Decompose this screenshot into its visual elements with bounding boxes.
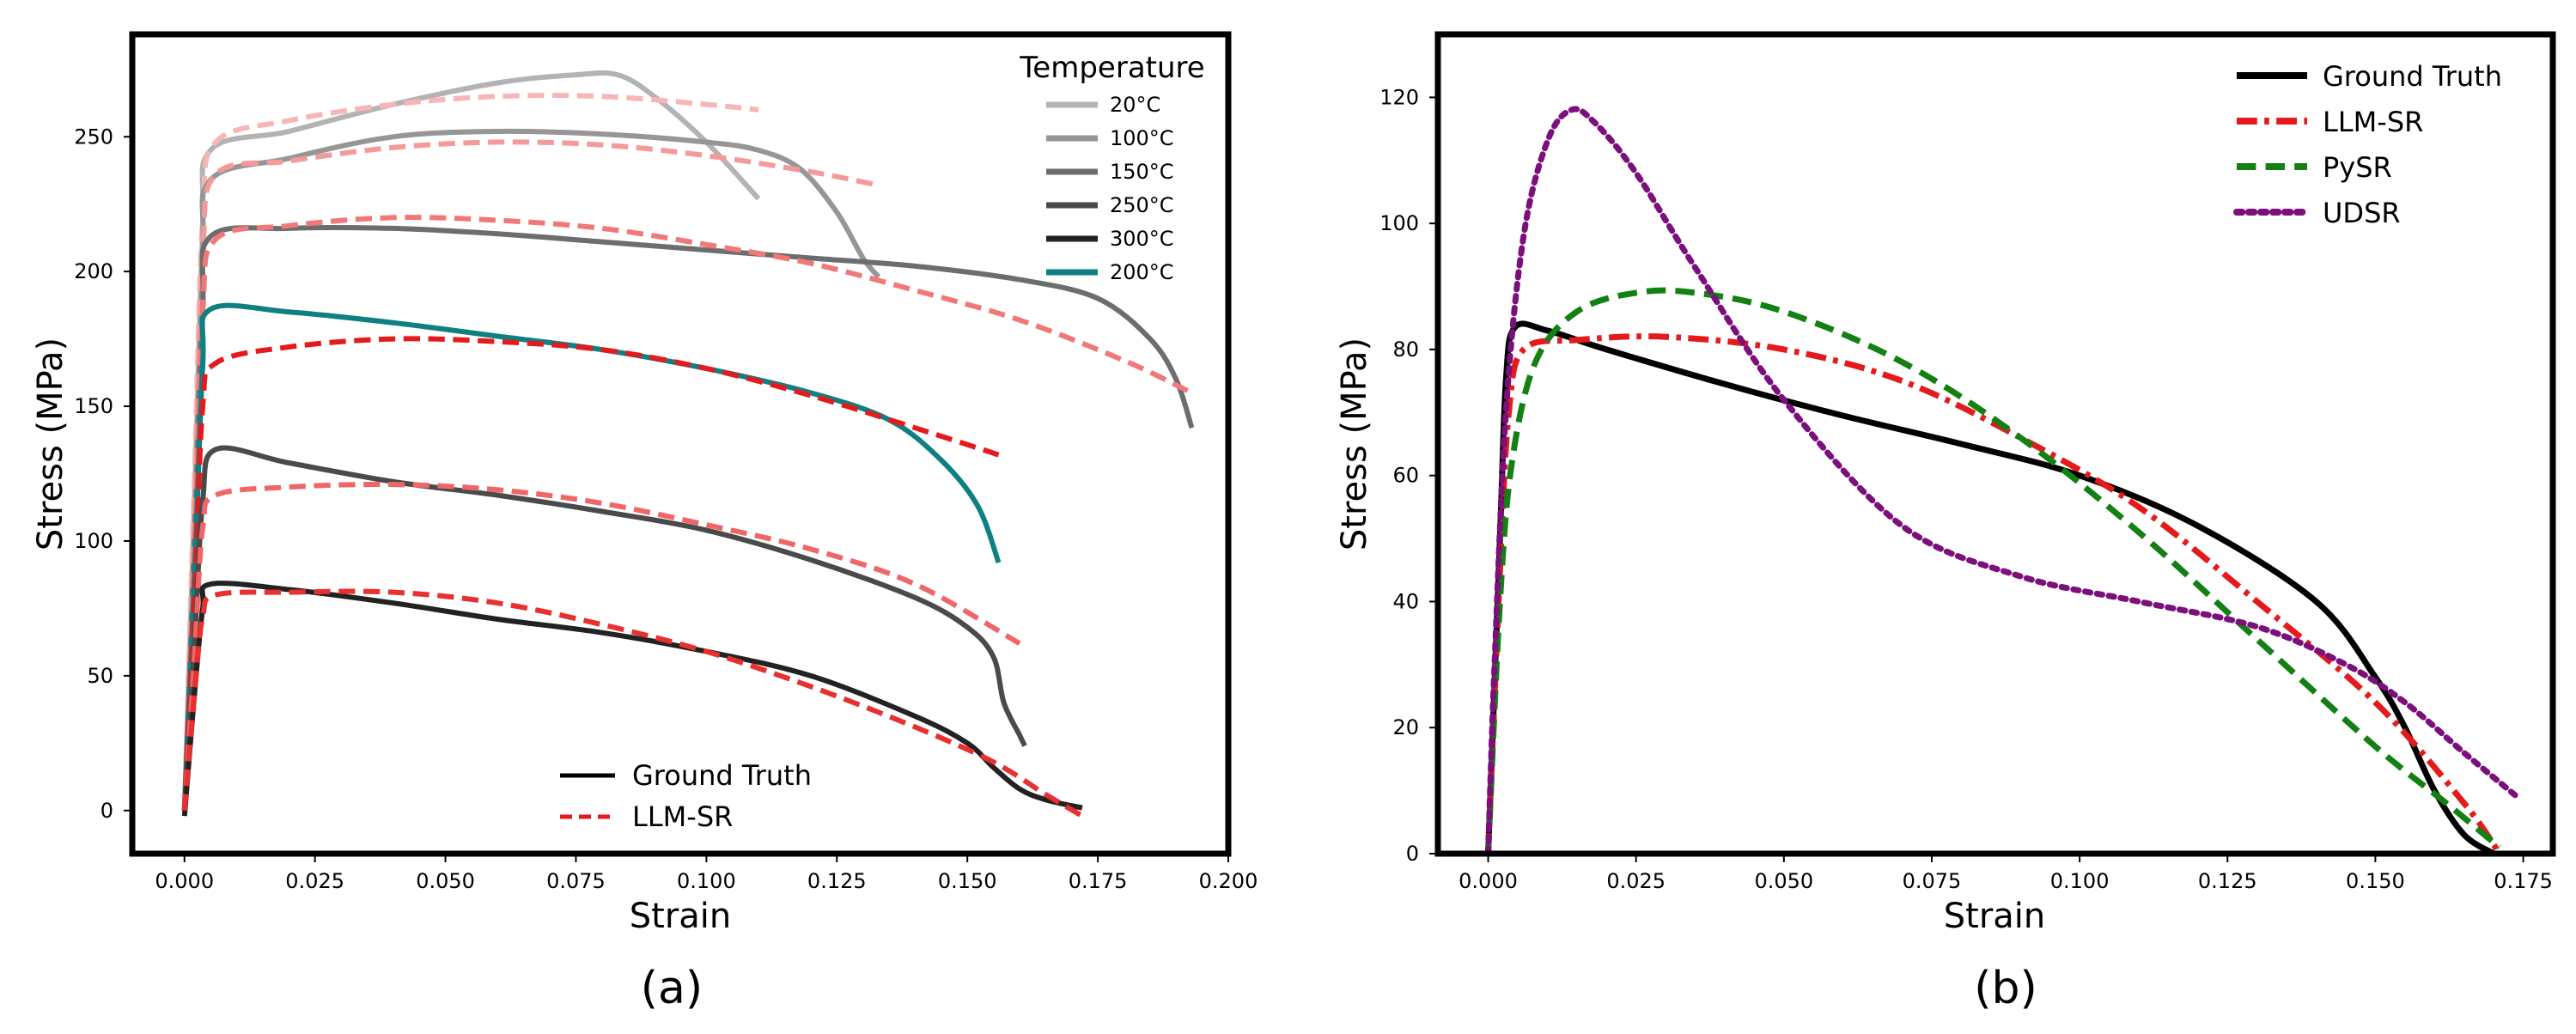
panel-a-y-axis-label: Stress (MPa) xyxy=(31,338,70,550)
panel-b-plot-frame xyxy=(1434,31,2556,857)
panel-b-y-tick-label: 100 xyxy=(1379,211,1419,235)
panel-b-method-comparison: 0.000 0.025 0.050 0.075 0.100 0.125 0.150 0.175… xyxy=(1335,31,2556,1014)
panel-a-y-tick-label: 250 xyxy=(74,125,113,149)
panel-a-caption: (a) xyxy=(641,963,703,1014)
legend-label-ground-truth: Ground Truth xyxy=(2323,60,2502,93)
method-legend-entries: Ground Truth LLM-SR xyxy=(560,759,812,833)
panel-a-y-ticks: 0 50 100 150 200 250 xyxy=(74,125,132,823)
panel-a-method-legend: Ground Truth LLM-SR xyxy=(560,759,812,833)
legend-label-pysr: PySR xyxy=(2323,151,2392,184)
panel-a-plot-frame xyxy=(129,31,1232,857)
method-legend-label: LLM-SR xyxy=(632,800,733,833)
panel-a-temperature-legend: Temperature 20°C 100°C 150°C 250°C 300°C 200°… xyxy=(1019,51,1204,284)
panel-b-y-ticks: 0 20 40 60 80 100 120 xyxy=(1379,85,1438,866)
panel-a-y-tick-label: 0 xyxy=(100,799,113,823)
series-line-200-c-llm-sr xyxy=(181,336,1000,811)
series-line-300-c-llm-sr xyxy=(181,588,1084,818)
legend-label-udsr: UDSR xyxy=(2323,197,2401,229)
panel-b-x-tick-label: 0.000 xyxy=(1459,869,1518,893)
series-line-100-c-ground-truth xyxy=(181,128,881,811)
panel-b-x-ticks: 0.000 0.025 0.050 0.075 0.100 0.125 0.150 0.175 xyxy=(1459,854,2553,893)
panel-b-series xyxy=(1485,106,2521,854)
panel-b-y-tick-label: 20 xyxy=(1392,715,1419,739)
series-line-udsr xyxy=(1485,106,2521,854)
series-line-250-c-ground-truth xyxy=(181,445,1027,811)
panel-a-x-tick-label: 0.100 xyxy=(677,869,736,893)
temperature-legend-label: 20°C xyxy=(1110,93,1160,117)
panel-a-x-tick-label: 0.000 xyxy=(155,869,214,893)
temperature-legend-label: 200°C xyxy=(1110,260,1174,284)
panel-b-x-tick-label: 0.050 xyxy=(1754,869,1813,893)
series-line-20-c-llm-sr xyxy=(181,93,759,811)
panel-b-x-tick-label: 0.075 xyxy=(1903,869,1962,893)
series-line-150-c-llm-sr xyxy=(181,215,1193,811)
panel-b-x-axis-label: Strain xyxy=(1944,897,2046,936)
series-line-llm-sr xyxy=(1485,333,2502,854)
panel-b-x-tick-label: 0.150 xyxy=(2346,869,2405,893)
series-line-100-c-llm-sr xyxy=(181,139,880,811)
panel-b-legend-entries: Ground Truth LLM-SR PySR UDSR xyxy=(2233,60,2502,229)
panel-a-x-tick-label: 0.075 xyxy=(546,869,606,893)
legend-label-llm-sr: LLM-SR xyxy=(2323,106,2423,138)
series-line-20-c-ground-truth xyxy=(181,70,761,811)
panel-b-x-tick-label: 0.175 xyxy=(2494,869,2553,893)
panel-b-x-tick-label: 0.100 xyxy=(2050,869,2110,893)
series-line-300-c-ground-truth xyxy=(181,581,1083,817)
panel-a-x-tick-label: 0.025 xyxy=(285,869,344,893)
panel-a-stress-strain-by-temperature: 0.000 0.025 0.050 0.075 0.100 0.125 0.150 0.175… xyxy=(31,31,1258,1014)
method-legend-label: Ground Truth xyxy=(632,759,812,792)
panel-a-x-tick-label: 0.175 xyxy=(1069,869,1128,893)
panel-a-x-tick-label: 0.200 xyxy=(1199,869,1258,893)
panel-b-caption: (b) xyxy=(1974,963,2037,1014)
temperature-legend-entries: 20°C 100°C 150°C 250°C 300°C 200°C xyxy=(1046,93,1174,284)
temperature-legend-label: 250°C xyxy=(1110,193,1174,217)
panel-a-series xyxy=(181,70,1195,818)
panel-b-y-tick-label: 0 xyxy=(1406,842,1419,866)
panel-b-y-tick-label: 80 xyxy=(1392,338,1419,362)
panel-a-y-tick-label: 150 xyxy=(74,394,113,418)
panel-b-y-tick-label: 120 xyxy=(1379,85,1419,109)
series-line-pysr xyxy=(1485,287,2502,854)
panel-b-y-tick-label: 60 xyxy=(1392,464,1419,488)
panel-a-y-tick-label: 50 xyxy=(87,664,113,688)
temperature-legend-label: 100°C xyxy=(1110,126,1174,150)
temperature-legend-label: 300°C xyxy=(1110,227,1174,251)
series-line-ground-truth xyxy=(1485,320,2496,854)
panel-a-x-tick-label: 0.150 xyxy=(938,869,997,893)
temperature-legend-label: 150°C xyxy=(1110,160,1174,184)
panel-b-y-axis-label: Stress (MPa) xyxy=(1335,338,1374,550)
panel-a-y-tick-label: 200 xyxy=(74,259,113,283)
series-line-250-c-llm-sr xyxy=(181,481,1021,811)
temperature-legend-title: Temperature xyxy=(1019,51,1204,85)
panel-b-y-tick-label: 40 xyxy=(1392,589,1419,613)
panel-b-x-tick-label: 0.125 xyxy=(2198,869,2257,893)
panel-a-x-tick-label: 0.050 xyxy=(416,869,475,893)
panel-b-legend: Ground Truth LLM-SR PySR UDSR xyxy=(2233,60,2502,229)
panel-a-x-tick-label: 0.125 xyxy=(807,869,867,893)
panel-a-x-axis-label: Strain xyxy=(630,897,732,936)
series-line-200-c-ground-truth xyxy=(181,302,1002,811)
panel-a-y-tick-label: 100 xyxy=(74,529,113,553)
panel-b-x-tick-label: 0.025 xyxy=(1606,869,1666,893)
panel-a-x-ticks: 0.000 0.025 0.050 0.075 0.100 0.125 0.150 0.175… xyxy=(155,854,1258,893)
